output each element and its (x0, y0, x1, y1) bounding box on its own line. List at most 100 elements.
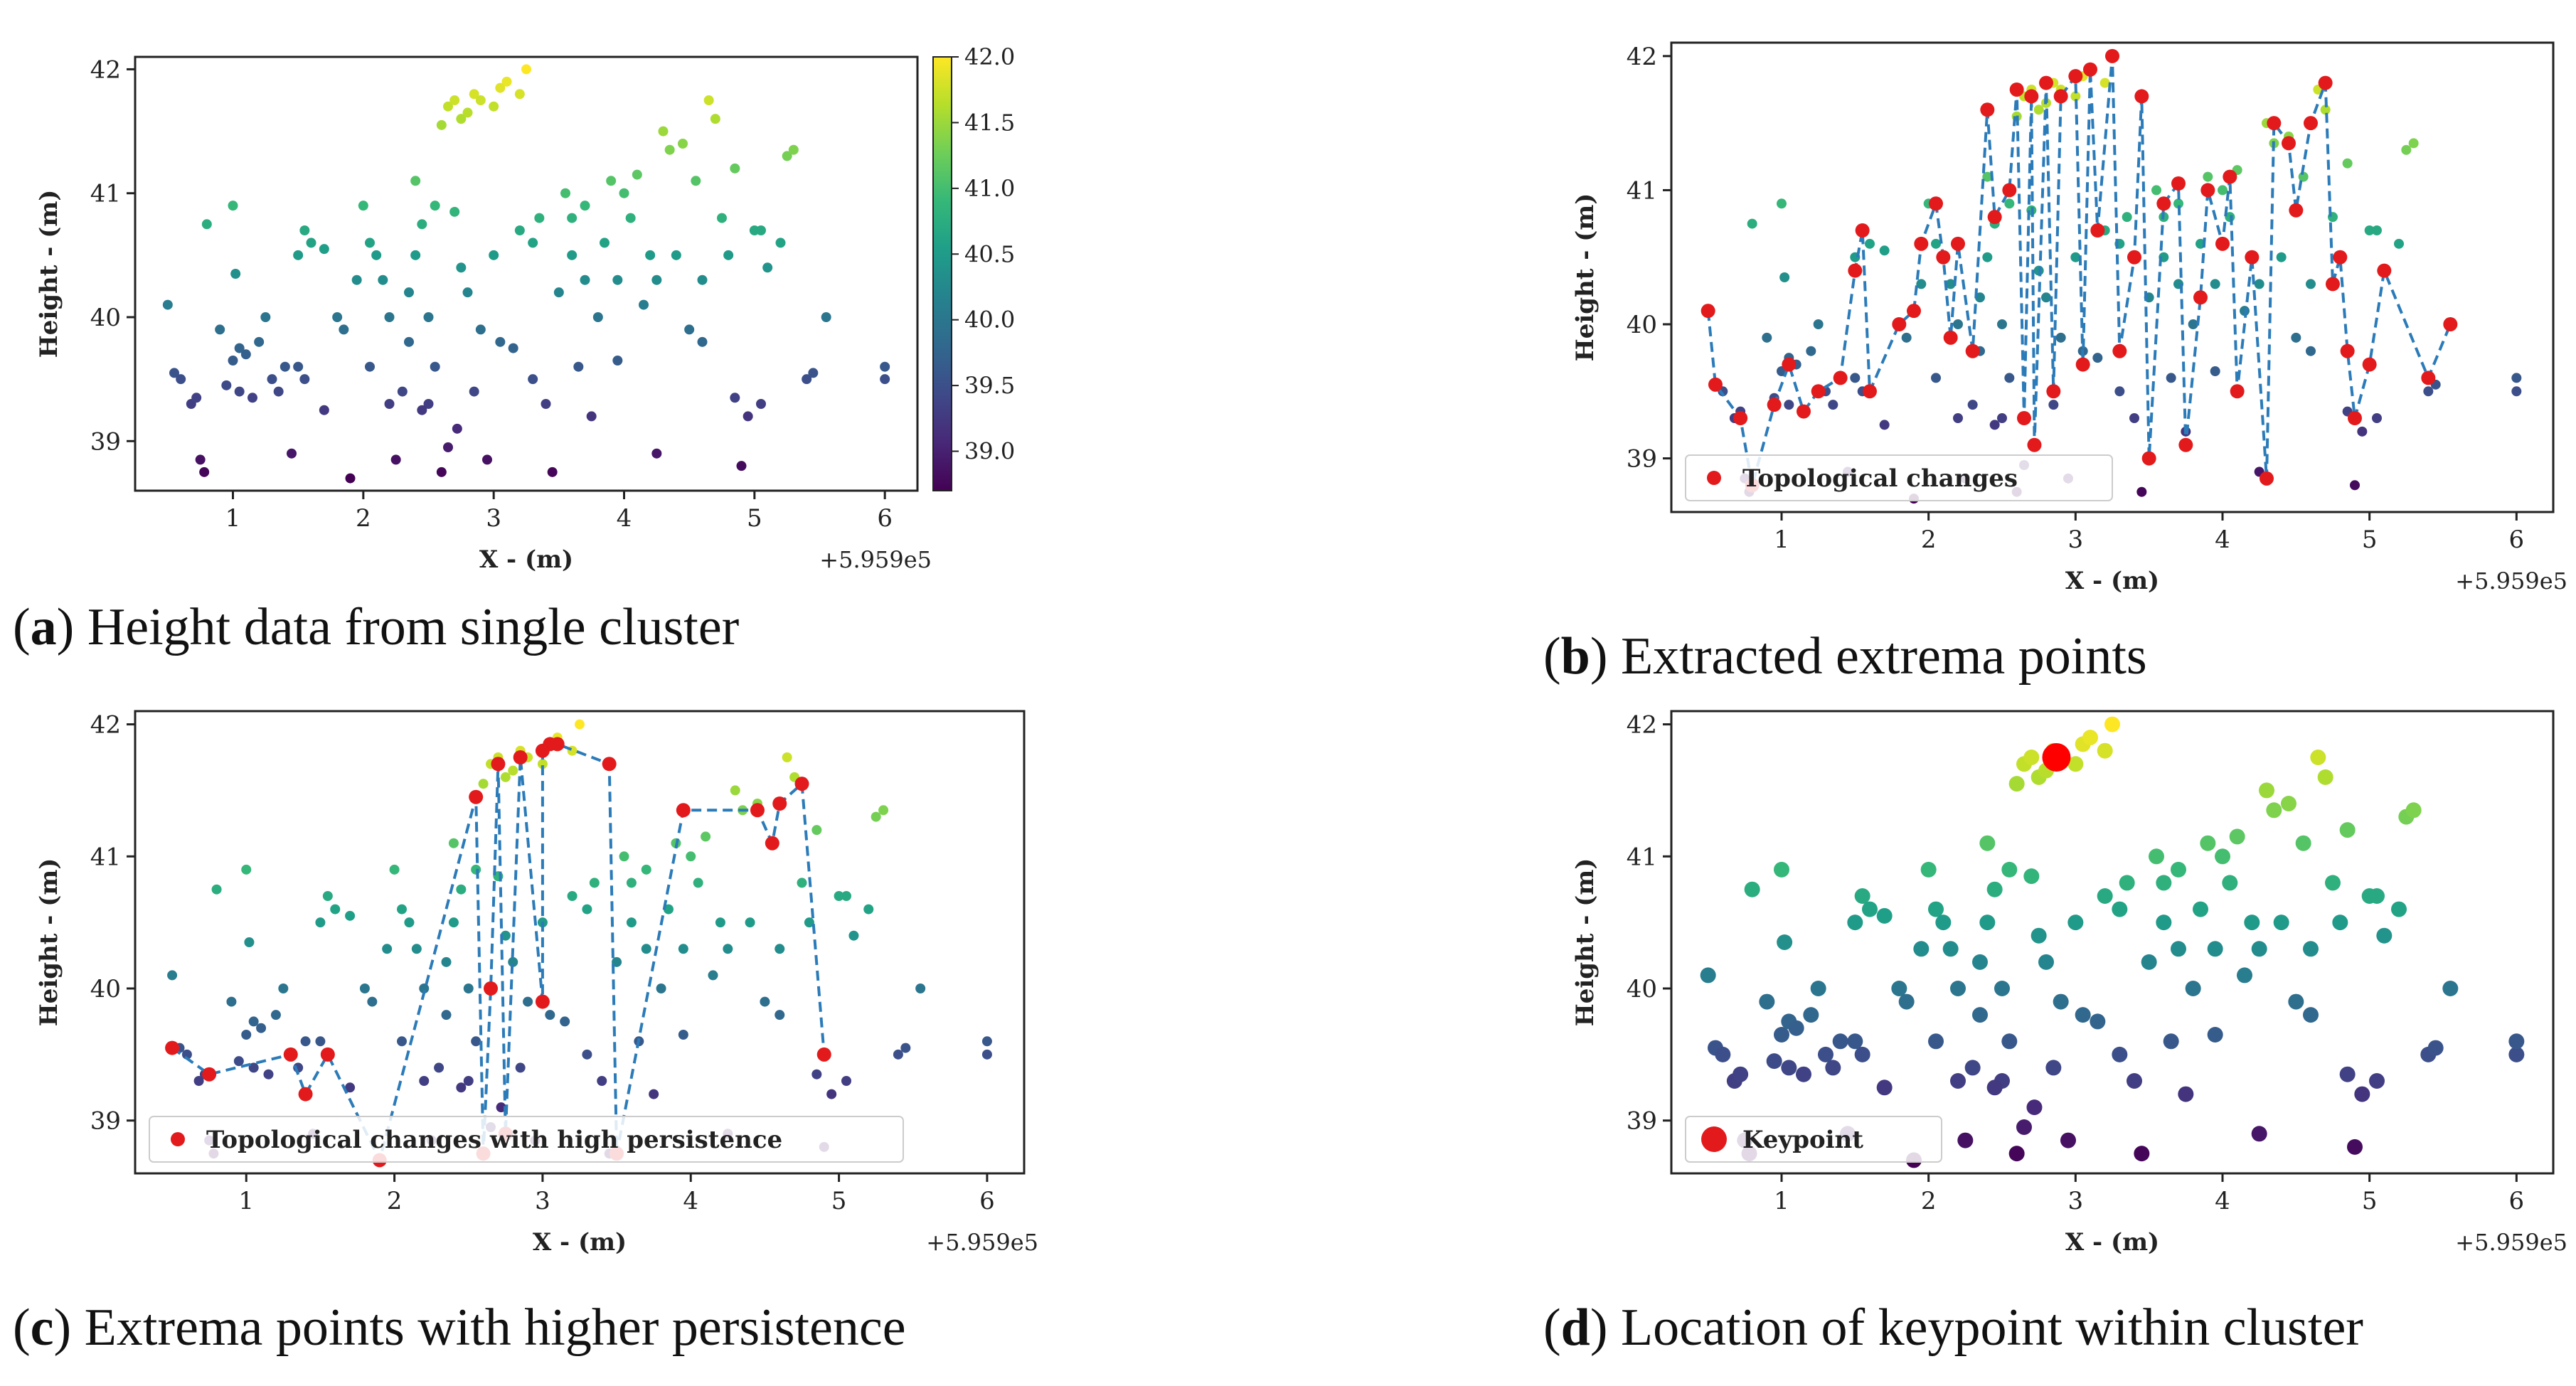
persistent-extrema-point (676, 803, 691, 818)
data-point (462, 287, 473, 298)
colorbar-tick-label: 40.5 (964, 240, 1015, 267)
data-point (448, 917, 459, 928)
data-point (436, 467, 447, 477)
data-point (2408, 138, 2419, 149)
data-point (443, 442, 453, 452)
panel-b: 1 2 3 4 5 6 39 40 41 42 X - (m) +5.959e5 Height - (m… (1536, 0, 2575, 640)
data-point (788, 144, 799, 155)
data-point (678, 139, 688, 149)
data-point (641, 864, 651, 875)
extrema-point (2053, 89, 2068, 104)
data-point (808, 368, 819, 378)
extrema-point (2260, 471, 2274, 486)
data-point (267, 374, 277, 385)
x-tick-label: 4 (683, 1187, 698, 1215)
extrema-point (2105, 48, 2119, 63)
data-point (2134, 1146, 2150, 1162)
x-tick-label: 4 (2215, 1187, 2230, 1215)
data-point (226, 996, 237, 1007)
data-point (678, 944, 688, 954)
caption-d: (d) Location of keypoint within cluster (1543, 1299, 2363, 1357)
data-point (489, 250, 499, 260)
extrema-point (2333, 250, 2348, 265)
data-point (2303, 1007, 2319, 1023)
data-point (332, 312, 343, 322)
extrema-point (2443, 317, 2458, 331)
data-point (2008, 1146, 2025, 1162)
data-point (2171, 941, 2186, 957)
y-axis-label: Height - (m) (35, 858, 63, 1027)
extrema-point (2112, 343, 2127, 358)
legend-box (1685, 1116, 1942, 1163)
x-axis-label: X - (m) (479, 545, 573, 574)
extrema-point (1907, 304, 1921, 319)
x-tick-label: 1 (1774, 1187, 1789, 1215)
data-point (2222, 875, 2238, 891)
extrema-point (2215, 236, 2230, 251)
data-point (2112, 1046, 2128, 1062)
data-point (2004, 198, 2015, 209)
x-offset-label: +5.959e5 (819, 546, 932, 573)
data-point (359, 983, 370, 993)
data-point (826, 1089, 837, 1099)
data-point (2001, 1033, 2018, 1050)
data-point (2173, 198, 2183, 209)
y-tick-label: 41 (90, 180, 121, 208)
data-point (645, 250, 656, 260)
x-tick-label: 6 (2509, 526, 2525, 554)
x-axis-label: X - (m) (2065, 1228, 2159, 1257)
extrema-point (1708, 377, 1723, 392)
data-point (2310, 750, 2326, 765)
extrema-point (1929, 196, 1943, 211)
data-point (319, 405, 329, 415)
data-point (2092, 353, 2103, 363)
extrema-point (1863, 384, 1877, 399)
data-point (463, 983, 474, 993)
data-point (723, 250, 734, 260)
data-point (2347, 1139, 2363, 1155)
extrema-point (2046, 384, 2061, 399)
data-point (612, 274, 623, 285)
data-point (589, 878, 600, 888)
data-point (523, 996, 533, 1007)
data-point (756, 225, 766, 235)
data-point (775, 944, 785, 954)
data-point (287, 448, 297, 459)
data-point (410, 176, 421, 186)
data-point (471, 864, 481, 875)
data-point (2442, 981, 2459, 996)
data-point (319, 244, 329, 255)
data-point (723, 944, 733, 954)
data-point (293, 361, 304, 372)
data-point (2369, 888, 2385, 904)
y-tick-label: 42 (90, 55, 121, 84)
data-point (2016, 1119, 2032, 1135)
data-point (167, 970, 178, 981)
data-point (463, 1076, 474, 1086)
data-point (553, 287, 564, 298)
legend-marker (1707, 471, 1721, 485)
extrema-point (2075, 357, 2090, 372)
data-point (1928, 1033, 1944, 1050)
data-point (1781, 1060, 1797, 1076)
data-point (1759, 993, 1775, 1010)
data-point (508, 765, 518, 776)
data-point (2320, 105, 2331, 115)
data-point (475, 324, 486, 335)
data-point (2291, 332, 2301, 343)
data-point (244, 937, 255, 947)
data-point (1879, 245, 1890, 256)
data-point (528, 374, 538, 385)
data-point (419, 983, 430, 993)
y-tick-label: 42 (90, 711, 121, 740)
persistent-extrema-point (491, 757, 506, 772)
caption-b: (b) Extracted extrema points (1543, 627, 2147, 686)
data-point (708, 970, 718, 981)
data-point (2229, 828, 2245, 845)
extrema-point (2193, 290, 2208, 305)
data-point (515, 1062, 526, 1073)
data-point (508, 343, 518, 353)
data-point (1744, 881, 1760, 897)
data-point (582, 904, 592, 915)
data-point (2166, 373, 2176, 383)
